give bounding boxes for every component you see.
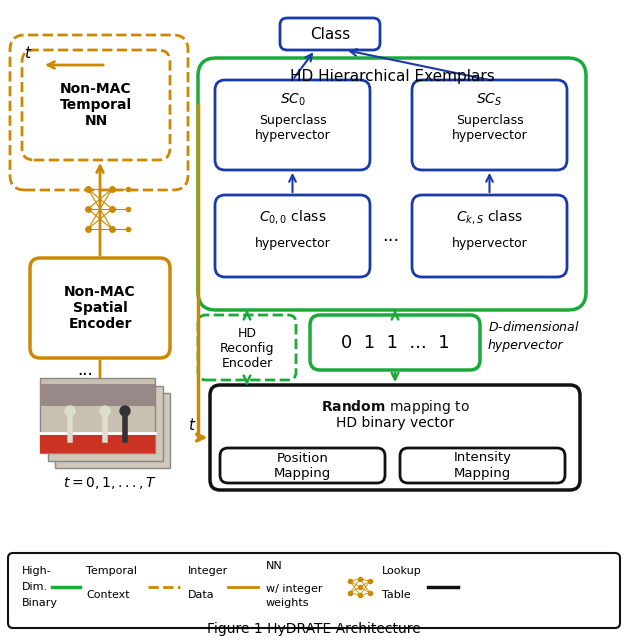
Circle shape xyxy=(100,406,110,416)
Text: Lookup: Lookup xyxy=(382,566,422,576)
FancyBboxPatch shape xyxy=(215,195,370,277)
Text: HD binary vector: HD binary vector xyxy=(336,416,454,430)
FancyBboxPatch shape xyxy=(198,315,296,380)
Circle shape xyxy=(65,406,75,416)
Text: Non-MAC
Spatial
Encoder: Non-MAC Spatial Encoder xyxy=(64,285,136,331)
Text: Encoder: Encoder xyxy=(222,357,273,370)
Text: hypervector: hypervector xyxy=(488,339,563,352)
Text: $SC_S$: $SC_S$ xyxy=(476,92,502,108)
Text: $t$: $t$ xyxy=(24,45,33,61)
FancyBboxPatch shape xyxy=(48,386,163,461)
Text: HD: HD xyxy=(237,327,256,339)
FancyBboxPatch shape xyxy=(412,195,567,277)
FancyBboxPatch shape xyxy=(412,80,567,170)
Text: NN: NN xyxy=(266,561,283,571)
Text: $t$: $t$ xyxy=(188,417,196,433)
Text: weights: weights xyxy=(266,598,310,608)
Text: Non-MAC
Temporal
NN: Non-MAC Temporal NN xyxy=(60,82,132,128)
FancyBboxPatch shape xyxy=(40,378,155,453)
Text: Superclass
hypervector: Superclass hypervector xyxy=(254,114,330,142)
Text: Class: Class xyxy=(310,26,350,41)
Text: Figure 1 HyDRATE Architecture: Figure 1 HyDRATE Architecture xyxy=(207,622,421,636)
Text: Intensity
Mapping: Intensity Mapping xyxy=(453,451,511,480)
Text: $\mathbf{Random}$ mapping to: $\mathbf{Random}$ mapping to xyxy=(320,398,470,416)
Text: hypervector: hypervector xyxy=(452,236,528,249)
Text: High-: High- xyxy=(22,566,51,576)
FancyBboxPatch shape xyxy=(198,58,586,310)
FancyBboxPatch shape xyxy=(55,393,170,468)
Text: 0  1  1  ...  1: 0 1 1 ... 1 xyxy=(340,334,449,352)
Text: ...: ... xyxy=(77,361,93,379)
FancyBboxPatch shape xyxy=(40,384,155,406)
FancyBboxPatch shape xyxy=(280,18,380,50)
FancyBboxPatch shape xyxy=(400,448,565,483)
Text: Position
Mapping: Position Mapping xyxy=(274,451,331,480)
Text: HD Hierarchical Exemplars: HD Hierarchical Exemplars xyxy=(290,68,494,84)
FancyBboxPatch shape xyxy=(22,50,170,160)
Text: $C_{0,0}$ class: $C_{0,0}$ class xyxy=(259,208,327,226)
Text: ...: ... xyxy=(382,227,399,245)
Circle shape xyxy=(120,406,130,416)
FancyBboxPatch shape xyxy=(30,258,170,358)
FancyBboxPatch shape xyxy=(8,553,620,628)
FancyBboxPatch shape xyxy=(220,448,385,483)
Text: Temporal: Temporal xyxy=(86,566,137,576)
Text: Binary: Binary xyxy=(22,598,58,608)
FancyBboxPatch shape xyxy=(215,80,370,170)
Text: Reconfig: Reconfig xyxy=(220,341,274,354)
Text: $C_{k,S}$ class: $C_{k,S}$ class xyxy=(456,208,523,226)
Text: w/ integer: w/ integer xyxy=(266,584,323,594)
FancyBboxPatch shape xyxy=(310,315,480,370)
Text: $t = 0,1,...,T$: $t = 0,1,...,T$ xyxy=(63,475,157,491)
FancyBboxPatch shape xyxy=(210,385,580,490)
Text: Table: Table xyxy=(382,590,411,600)
Text: $D$-dimensional: $D$-dimensional xyxy=(488,320,580,334)
Text: hypervector: hypervector xyxy=(254,236,330,249)
FancyBboxPatch shape xyxy=(40,435,155,453)
Text: Dim.: Dim. xyxy=(22,582,48,592)
Text: Superclass
hypervector: Superclass hypervector xyxy=(452,114,528,142)
Text: Data: Data xyxy=(188,590,215,600)
Text: Context: Context xyxy=(86,590,129,600)
Text: $SC_0$: $SC_0$ xyxy=(279,92,305,108)
Text: Integer: Integer xyxy=(188,566,228,576)
